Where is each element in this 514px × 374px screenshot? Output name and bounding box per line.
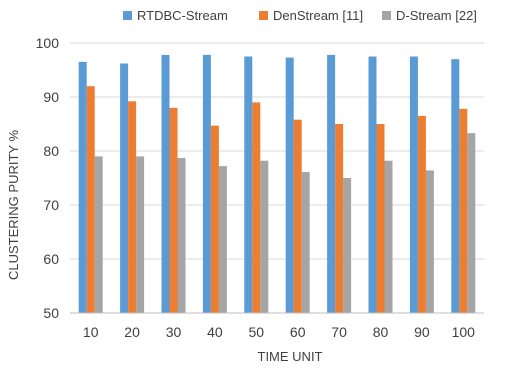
x-axis-title: TIME UNIT bbox=[258, 349, 323, 364]
legend-swatch-2 bbox=[382, 11, 391, 20]
axes: 50 60 70 80 90 100 10 20 30 40 50 60 70 80 90 100 bbox=[36, 35, 484, 340]
y-tick-label: 50 bbox=[43, 305, 59, 321]
bar-series-2-10 bbox=[94, 156, 103, 313]
bar-series-0-20 bbox=[120, 63, 129, 313]
bar-series-0-40 bbox=[202, 54, 211, 313]
x-tick-label: 80 bbox=[373, 324, 389, 340]
legend-label-0: RTDBC-Stream bbox=[137, 8, 228, 23]
bar-series-1-80 bbox=[376, 124, 385, 313]
x-tick-label: 60 bbox=[290, 324, 306, 340]
bar-series-0-30 bbox=[161, 54, 170, 313]
bar-series-2-60 bbox=[301, 172, 310, 313]
y-tick-label: 90 bbox=[43, 89, 59, 105]
bars bbox=[78, 54, 476, 314]
y-tick-label: 60 bbox=[43, 251, 59, 267]
bar-series-2-70 bbox=[343, 178, 352, 313]
bar-series-2-20 bbox=[136, 156, 145, 313]
y-tick-label: 70 bbox=[43, 197, 59, 213]
x-tick-label: 50 bbox=[249, 324, 265, 340]
bar-series-1-100 bbox=[459, 108, 468, 313]
bar-series-2-40 bbox=[218, 166, 227, 313]
legend-label-2: D-Stream [22] bbox=[396, 8, 477, 23]
x-tick-label: 70 bbox=[331, 324, 347, 340]
x-tick-label: 10 bbox=[83, 324, 99, 340]
bar-series-0-80 bbox=[368, 56, 377, 313]
bar-series-2-80 bbox=[384, 160, 393, 313]
bar-series-1-60 bbox=[293, 119, 302, 314]
bar-series-2-50 bbox=[260, 160, 269, 313]
bar-series-2-30 bbox=[177, 158, 186, 313]
y-axis-title: CLUSTERING PURITY % bbox=[6, 130, 21, 280]
bar-series-0-90 bbox=[409, 56, 418, 313]
bar-series-0-60 bbox=[285, 57, 294, 313]
bar-series-0-70 bbox=[327, 54, 336, 313]
bar-series-2-100 bbox=[467, 133, 476, 313]
bar-series-0-100 bbox=[451, 59, 460, 314]
y-tick-label: 100 bbox=[36, 35, 60, 51]
legend: RTDBC-Stream DenStream [11] D-Stream [22] bbox=[123, 8, 477, 23]
bar-series-1-70 bbox=[335, 124, 344, 313]
bar-series-1-30 bbox=[169, 107, 178, 313]
bar-series-1-90 bbox=[417, 115, 426, 314]
bar-series-0-50 bbox=[244, 56, 253, 313]
x-tick-label: 40 bbox=[207, 324, 223, 340]
x-tick-label: 30 bbox=[166, 324, 182, 340]
x-tick-label: 20 bbox=[124, 324, 140, 340]
bar-series-1-20 bbox=[128, 101, 137, 313]
x-tick-label: 100 bbox=[452, 324, 476, 340]
bar-series-2-90 bbox=[425, 170, 434, 313]
y-tick-label: 80 bbox=[43, 143, 59, 159]
legend-label-1: DenStream [11] bbox=[273, 8, 363, 23]
bar-series-1-10 bbox=[86, 86, 95, 313]
bar-series-0-10 bbox=[78, 61, 87, 314]
legend-swatch-0 bbox=[123, 11, 132, 20]
bar-series-1-40 bbox=[210, 125, 219, 314]
legend-swatch-1 bbox=[259, 11, 268, 20]
x-tick-label: 90 bbox=[414, 324, 430, 340]
bar-series-1-50 bbox=[252, 102, 261, 314]
